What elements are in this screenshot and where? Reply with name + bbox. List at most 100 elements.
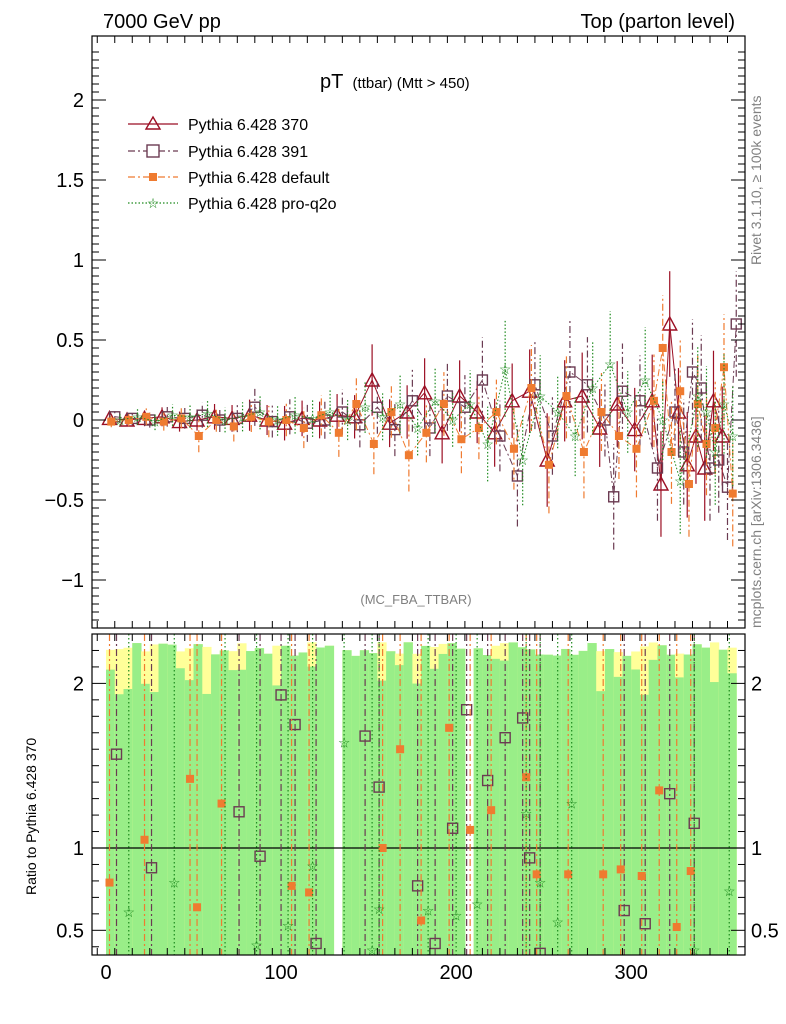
ratio-band-green xyxy=(578,650,588,955)
legend-label-proq2o: Pythia 6.428 pro-q2o xyxy=(188,196,337,213)
legend-marker-proq2o: ☆ xyxy=(147,195,160,211)
ratio-band-green xyxy=(351,655,361,955)
ratio-y-tick-label-left: 2 xyxy=(73,673,84,695)
ratio-band-green xyxy=(324,645,335,955)
data-point xyxy=(574,387,591,403)
data-point: ☆ xyxy=(376,409,389,425)
ratio-series-3: ☆ ☆ ☆ ☆ ☆ ☆ ☆ ☆ ☆ ☆ ☆ ☆ ☆ ☆ ☆ ☆ ☆ ☆ xyxy=(122,634,736,955)
x-tick-label: 100 xyxy=(264,962,297,984)
data-point xyxy=(254,850,266,862)
data-point xyxy=(499,732,511,744)
data-point: ☆ xyxy=(219,412,232,428)
data-point xyxy=(124,416,133,424)
data-point xyxy=(140,835,149,844)
data-point xyxy=(193,903,202,912)
plot-title-sub: (ttbar) (Mtt > 450) xyxy=(353,75,470,92)
rivet-label: Rivet 3.1.10, ≥ 100k events xyxy=(748,95,764,265)
data-point xyxy=(522,773,531,782)
data-point xyxy=(466,825,475,834)
data-point xyxy=(532,870,541,879)
ratio-band-green xyxy=(368,653,378,955)
data-point: ☆ xyxy=(691,388,704,404)
ratio-band-green xyxy=(473,648,483,955)
ratio-band-green xyxy=(692,644,702,955)
ratio-band-green xyxy=(526,649,536,955)
ratio-frame xyxy=(91,633,746,956)
data-point: ☆ xyxy=(411,420,424,436)
data-point: ☆ xyxy=(341,412,354,428)
data-point xyxy=(371,401,384,413)
data-point xyxy=(159,417,168,426)
ratio-band-green xyxy=(613,676,623,955)
ratio-band-green xyxy=(648,659,658,955)
data-point: ☆ xyxy=(534,388,547,404)
data-point: ☆ xyxy=(446,412,459,428)
data-point xyxy=(212,416,221,424)
ratio-band-green xyxy=(298,652,308,955)
data-point xyxy=(142,412,151,421)
x-tick-label: 300 xyxy=(615,962,648,984)
data-point xyxy=(411,880,424,892)
plot-title: pT (ttbar) (Mtt > 450) xyxy=(320,71,470,93)
data-point xyxy=(233,806,245,818)
data-point xyxy=(618,904,630,917)
x-tick-label: 200 xyxy=(439,962,472,984)
data-point xyxy=(416,384,433,400)
data-point: ☆ xyxy=(282,917,295,933)
ratio-band-green xyxy=(639,694,650,955)
data-point xyxy=(387,408,396,416)
data-point xyxy=(614,432,623,440)
ratio-band-green xyxy=(167,644,177,955)
data-point xyxy=(609,395,626,411)
data-point xyxy=(275,689,287,701)
legend-item-370: Pythia 6.428 370 xyxy=(128,115,308,134)
data-point: ☆ xyxy=(250,937,263,953)
data-point xyxy=(107,417,116,426)
data-point xyxy=(599,870,608,879)
data-point xyxy=(352,400,361,408)
data-point: ☆ xyxy=(429,393,442,409)
ratio-band-green xyxy=(211,654,221,955)
y-tick-label: 0.5 xyxy=(56,330,84,352)
data-point xyxy=(177,414,186,423)
ratio-band-green xyxy=(709,682,720,955)
legend-item-391: Pythia 6.428 391 xyxy=(128,144,308,161)
legend-marker-391 xyxy=(146,144,160,158)
data-point xyxy=(494,430,506,442)
ratio-band-green xyxy=(482,655,492,955)
data-point: ☆ xyxy=(674,473,687,489)
legend-label-370: Pythia 6.428 370 xyxy=(188,117,308,134)
data-point xyxy=(728,489,737,498)
plot-title-main: pT xyxy=(320,71,343,93)
data-point xyxy=(719,363,728,372)
data-point: ☆ xyxy=(534,875,547,891)
data-point xyxy=(655,786,664,795)
ratio-band-green xyxy=(228,670,238,955)
data-point xyxy=(637,871,646,880)
series-1 xyxy=(101,271,731,537)
ratio-band-green xyxy=(403,642,413,955)
data-point xyxy=(481,774,494,787)
data-point: ☆ xyxy=(373,901,386,917)
data-point xyxy=(632,444,641,453)
data-point xyxy=(564,366,576,378)
ratio-band-green xyxy=(394,665,405,955)
data-point: ☆ xyxy=(114,412,127,428)
data-point: ☆ xyxy=(586,380,599,396)
series-line xyxy=(109,323,723,485)
data-point: ☆ xyxy=(184,409,197,425)
mcplots-label: mcplots.cern.ch [arXiv:1306.3436] xyxy=(748,416,764,628)
y-tick-label: 2 xyxy=(73,90,84,112)
data-point xyxy=(439,400,448,408)
data-point xyxy=(678,446,690,458)
data-point xyxy=(686,867,695,876)
data-point xyxy=(695,382,707,394)
ratio-axis-label: Ratio to Pythia 6.428 370 xyxy=(23,738,39,895)
data-point xyxy=(145,862,158,874)
data-point xyxy=(289,718,301,731)
legend-marker-370 xyxy=(144,115,162,130)
data-point: ☆ xyxy=(254,404,267,420)
data-point xyxy=(544,460,553,469)
data-point xyxy=(310,937,322,950)
